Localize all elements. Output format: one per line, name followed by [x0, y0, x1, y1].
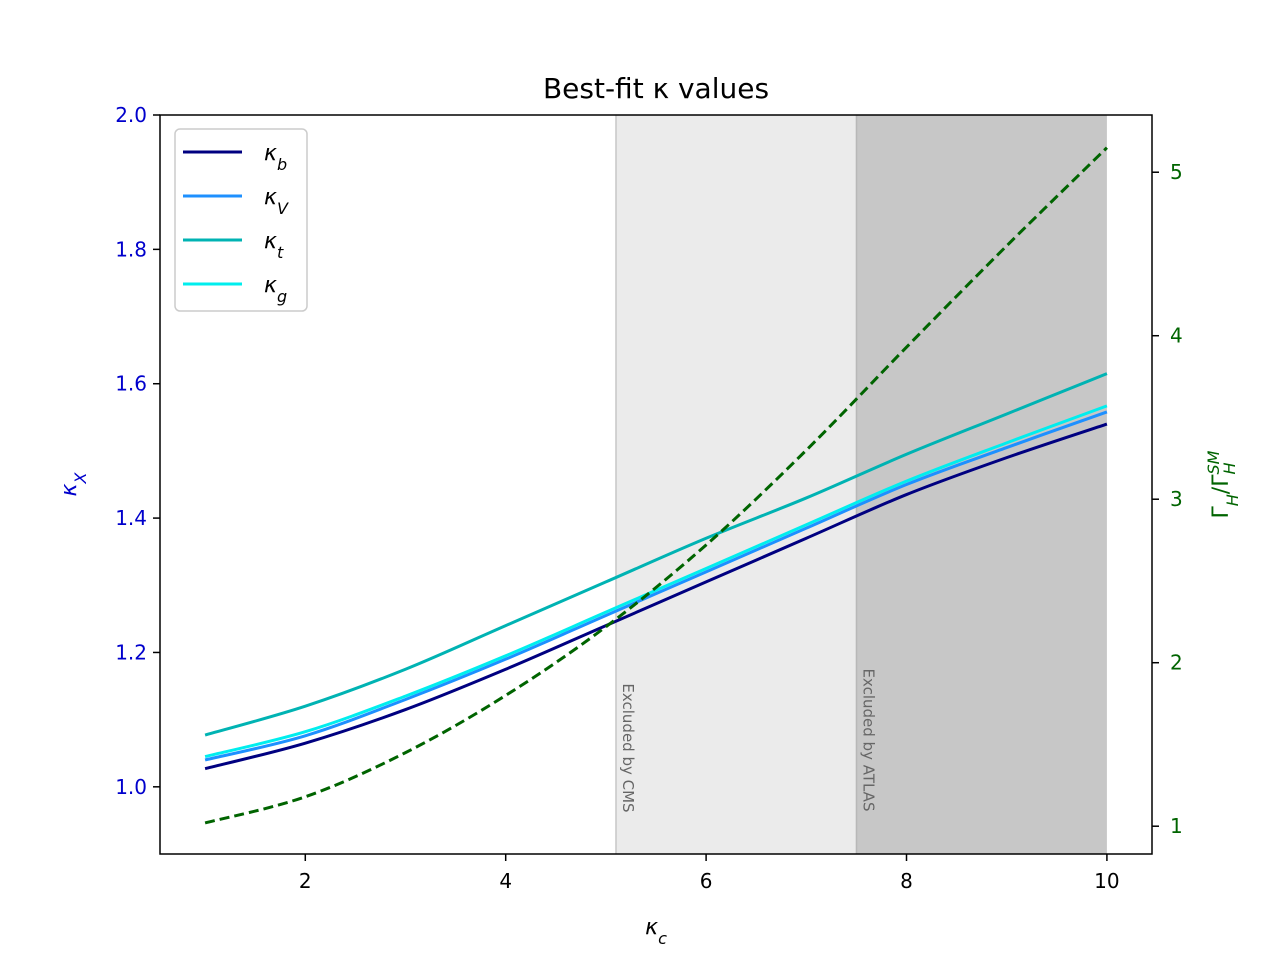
series-line-t — [204, 372, 1108, 737]
series-line-V — [204, 410, 1108, 762]
y-tick-label: 1.0 — [115, 775, 147, 799]
series-line-b — [204, 422, 1108, 771]
y2-tick-label: 4 — [1170, 324, 1183, 348]
y-tick-label: 2.0 — [115, 103, 147, 127]
y-axis-label: κX — [57, 472, 90, 497]
y2-tick-label: 1 — [1170, 814, 1183, 838]
y2-tick-label: 3 — [1170, 487, 1183, 511]
x-tick-label: 8 — [900, 869, 913, 893]
x-tick-label: 6 — [700, 869, 713, 893]
y-tick-label: 1.2 — [115, 640, 147, 664]
y-tick-label: 1.4 — [115, 506, 147, 530]
y-tick-label: 1.8 — [115, 237, 147, 261]
y2-tick-label: 5 — [1170, 160, 1183, 184]
excluded-band-label: Excluded by ATLAS — [859, 669, 877, 812]
legend-label: κV — [264, 185, 289, 218]
legend-box — [174, 128, 308, 312]
legend-label: κb — [264, 141, 287, 174]
legend-label: κg — [264, 273, 287, 306]
legend: κb κV κt κg — [174, 128, 308, 312]
y2-axis-label: ΓH/ΓHSM — [1204, 450, 1242, 518]
legend-label: κt — [264, 229, 284, 262]
excluded-band — [856, 115, 1107, 854]
x-axis-label: κc — [645, 915, 667, 948]
x-tick-label: 4 — [499, 869, 512, 893]
chart-title: Best-fit κ values — [543, 72, 769, 105]
y-tick-label: 1.6 — [115, 372, 147, 396]
x-tick-label: 10 — [1094, 869, 1119, 893]
series-line-g — [204, 404, 1108, 759]
x-tick-label: 2 — [299, 869, 312, 893]
plot-frame — [159, 114, 1153, 855]
excluded-band-label: Excluded by CMS — [619, 683, 637, 812]
excluded-bands: Excluded by CMS Excluded by ATLAS — [615, 115, 1107, 854]
axes: 2 4 6 8 10 1.0 1.2 1.4 1.6 1.8 2.0 1 2 3 4 5 — [115, 103, 1183, 893]
series-lines — [204, 146, 1108, 825]
y2-tick-label: 2 — [1170, 651, 1183, 675]
width-ratio-line — [204, 146, 1108, 825]
